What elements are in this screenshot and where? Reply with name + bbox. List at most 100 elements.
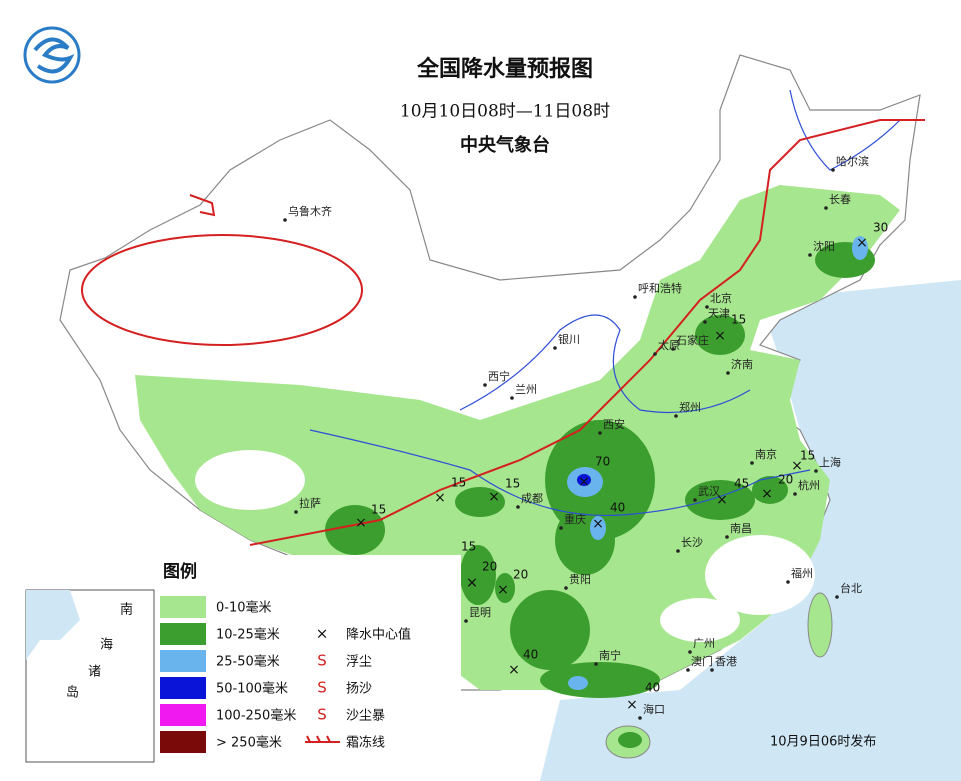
sea (540, 280, 961, 781)
city-dot (710, 668, 714, 672)
river (789, 89, 901, 171)
city-dot (653, 352, 657, 356)
center-value: 15 (451, 476, 466, 490)
center-mark: × (508, 662, 520, 678)
yellow-river (459, 314, 751, 414)
taiwan (807, 592, 833, 658)
city-dot (686, 668, 690, 672)
city-label: 香港 (715, 655, 737, 668)
city-label: 济南 (731, 357, 753, 371)
city-dot (808, 253, 812, 257)
logo (23, 26, 81, 84)
legend-label: 沙尘暴 (346, 709, 385, 724)
center-mark: × (466, 575, 478, 591)
city-dot (464, 619, 468, 623)
city-dot (483, 383, 487, 387)
center-mark: × (488, 489, 500, 505)
center-value: 15 (461, 540, 476, 554)
legend-swatch (160, 596, 206, 618)
city-dot (835, 595, 839, 599)
legend-box (156, 555, 461, 763)
city-dot (831, 168, 835, 172)
center-value: 70 (595, 455, 610, 469)
map-subtitle: 10月10日08时—11日08时 (400, 102, 610, 122)
city-label: 澳门 (691, 654, 713, 668)
legend-label: 25-50毫米 (216, 654, 280, 670)
dry-area (705, 535, 815, 615)
city-dot (824, 206, 828, 210)
center-mark: × (466, 575, 478, 591)
center-value: 40 (610, 501, 625, 515)
legend-swatch (160, 704, 206, 726)
city-dot (564, 586, 568, 590)
city-dot (676, 549, 680, 553)
center-value: 20 (513, 568, 528, 582)
city-dot (688, 650, 692, 654)
city-label: 昆明 (469, 606, 491, 619)
center-value: 45 (734, 477, 749, 491)
yangtze-river (309, 429, 811, 517)
center-mark: × (592, 516, 604, 532)
city-dot (703, 320, 707, 324)
legend-label: > 250毫米 (216, 735, 282, 751)
center-value: 40 (645, 681, 660, 695)
city-label: 成都 (521, 492, 543, 505)
center-mark: × (856, 235, 868, 251)
city-label: 沈阳 (813, 239, 835, 253)
city-dot (598, 431, 602, 435)
city-label: 杭州 (798, 478, 820, 492)
city-label: 西宁 (488, 369, 510, 383)
city-dot (725, 535, 729, 539)
city-dot (705, 305, 709, 309)
inset-sea (26, 590, 80, 660)
city-label: 银川 (558, 332, 580, 346)
center-value: 15 (505, 477, 520, 491)
legend-label: 50-100毫米 (216, 681, 288, 697)
city-label: 广州 (693, 637, 715, 650)
center-mark: × (761, 486, 773, 502)
city-label: 太原 (658, 339, 680, 352)
city-label: 郑州 (679, 400, 701, 414)
city-label: 南宁 (599, 648, 621, 662)
city-label: 哈尔滨 (836, 154, 869, 168)
center-mark: × (355, 515, 367, 531)
city-dot (693, 498, 697, 502)
center-mark: × (626, 697, 638, 713)
city-dot (516, 505, 520, 509)
inset-label: 海 (100, 638, 113, 653)
center-mark: × (434, 490, 446, 506)
legend-swatch (160, 731, 206, 753)
city-dot (793, 492, 797, 496)
city-label: 南昌 (730, 522, 752, 535)
city-dot (671, 347, 675, 351)
legend-symbol: S (317, 679, 327, 697)
center-value: 15 (731, 313, 746, 327)
legend-symbol: S (317, 706, 327, 724)
rain-area-storm (577, 474, 591, 486)
city-dot (750, 461, 754, 465)
city-dot (633, 295, 637, 299)
city-dot (553, 346, 557, 350)
city-label: 石家庄 (676, 333, 709, 347)
city-dot (726, 371, 730, 375)
legend-title: 图例 (163, 561, 197, 582)
center-value: 20 (778, 473, 793, 487)
center-mark: × (791, 458, 803, 474)
city-label: 贵阳 (569, 573, 591, 586)
legend-swatch (160, 623, 206, 645)
city-label: 上海 (819, 455, 841, 469)
city-dot (814, 469, 818, 473)
center-value: 30 (873, 221, 888, 235)
city-label: 台北 (840, 581, 862, 595)
release-time: 10月9日06时发布 (770, 734, 876, 750)
city-dot (294, 510, 298, 514)
city-label: 拉萨 (299, 496, 321, 510)
city-label: 兰州 (515, 383, 537, 396)
legend-label: 100-250毫米 (216, 708, 296, 724)
city-label: 北京 (710, 291, 732, 305)
logo-swirl (33, 37, 75, 74)
issuer: 中央气象台 (460, 134, 550, 156)
city-label: 南京 (755, 447, 777, 461)
legend-label: 0-10毫米 (216, 600, 272, 616)
